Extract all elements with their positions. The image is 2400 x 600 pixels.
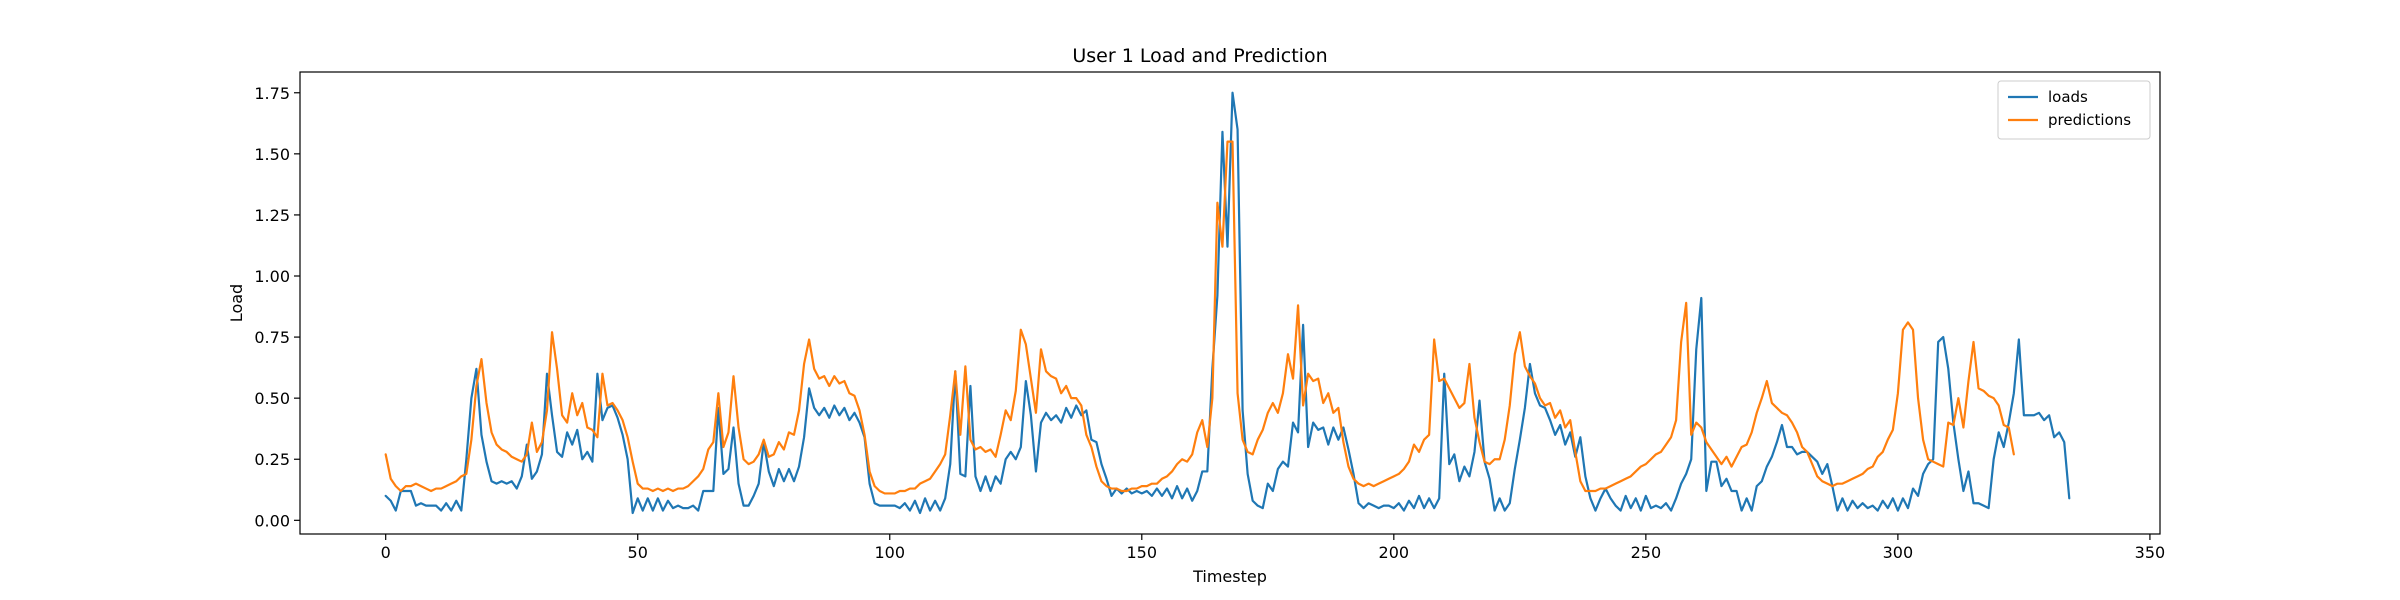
x-tick-label: 350 xyxy=(2135,543,2166,562)
legend-box xyxy=(1997,80,2151,140)
x-axis: 0 50 100 150 200 250 300 350 xyxy=(381,534,2166,562)
y-tick-label: 0.00 xyxy=(254,511,290,530)
x-tick-label: 250 xyxy=(1631,543,1662,562)
x-tick-label: 0 xyxy=(381,543,391,562)
y-tick-label: 0.50 xyxy=(254,389,290,408)
y-tick-label: 0.75 xyxy=(254,328,290,347)
plot-frame xyxy=(299,71,2161,535)
legend: loads predictions xyxy=(1997,80,2151,140)
x-tick-label: 50 xyxy=(628,543,648,562)
chart-title: User 1 Load and Prediction xyxy=(1072,45,1327,67)
x-tick-label: 100 xyxy=(874,543,905,562)
legend-label-loads: loads xyxy=(2048,88,2088,106)
y-tick-label: 0.25 xyxy=(254,450,290,469)
y-tick-label: 1.00 xyxy=(254,267,290,286)
x-tick-label: 150 xyxy=(1127,543,1158,562)
x-axis-label: Timestep xyxy=(1192,567,1267,586)
x-tick-label: 200 xyxy=(1379,543,1410,562)
y-tick-label: 1.75 xyxy=(254,84,290,103)
y-axis-label: Load xyxy=(227,284,246,322)
x-tick-label: 300 xyxy=(1883,543,1914,562)
series-line-predictions xyxy=(384,140,2015,495)
legend-label-predictions: predictions xyxy=(2048,111,2131,129)
y-axis: 0.00 0.25 0.50 0.75 1.00 1.25 1.50 1.75 xyxy=(254,84,300,530)
series-line-loads xyxy=(384,91,2071,515)
y-tick-label: 1.25 xyxy=(254,206,290,225)
y-tick-label: 1.50 xyxy=(254,145,290,164)
plot-lines xyxy=(384,91,2071,515)
